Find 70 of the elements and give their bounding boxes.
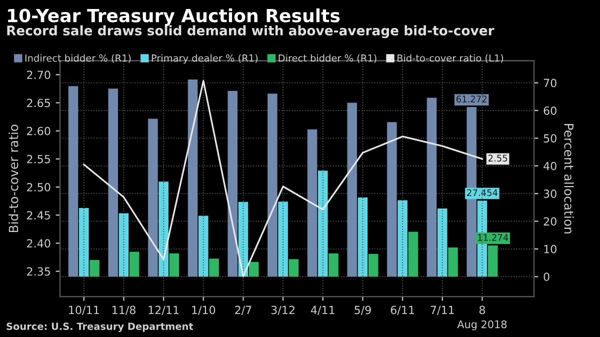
bar [158, 182, 168, 277]
y2-tick-label: 10 [544, 244, 556, 254]
y-tick-label: 2.65 [27, 98, 50, 108]
bar [448, 248, 458, 277]
bar [347, 102, 357, 277]
y2-axis-title: Percent allocation [564, 124, 574, 234]
bar [408, 232, 418, 277]
legend-label: Indirect bidder % (R1) [25, 54, 131, 63]
y-tick-label: 2.35 [27, 267, 50, 276]
x-tick-label: 1/10 [192, 306, 216, 316]
bar [68, 86, 78, 277]
bar [79, 208, 89, 277]
y2-tick-label: 20 [544, 217, 556, 226]
legend-label: Primary dealer % (R1) [152, 54, 258, 64]
source-note: Source: U.S. Treasury Department [6, 322, 194, 332]
legend-label: Direct bidder % (R1) [278, 54, 376, 63]
legend-label: Bid-to-cover ratio (L1) [398, 54, 504, 63]
x-tick-label: 5/9 [354, 306, 371, 316]
y-axis-title: Bid-to-cover ratio [8, 124, 18, 232]
y2-tick-label: 60 [544, 106, 556, 115]
data-label: 2.55 [488, 154, 508, 162]
bar [188, 79, 198, 277]
chart-title: 10-Year Treasury Auction Results [8, 8, 340, 26]
bar [426, 98, 437, 277]
y2-tick-label: 30 [544, 190, 556, 198]
bar [358, 197, 368, 277]
x-tick-label: 8 [479, 306, 485, 314]
x-tick-label: 12/11 [148, 306, 179, 316]
x-tick-label: 4/11 [310, 306, 334, 316]
y-tick-label: 2.45 [27, 211, 50, 220]
bar [288, 259, 299, 277]
bar [278, 202, 288, 277]
data-label: 27.454 [467, 189, 498, 196]
x-tick-label: 3/12 [271, 306, 294, 316]
y2-tick-label: 70 [544, 78, 556, 88]
bar [368, 254, 378, 277]
bar [398, 200, 408, 277]
data-label: 11.274 [478, 234, 508, 241]
x-tick-label: 2/7 [235, 306, 252, 316]
bar [387, 122, 397, 277]
bar [328, 253, 338, 277]
chart-subtitle: Record sale draws solid demand with above-average bid-to-cover [7, 25, 494, 38]
y-tick-label: 2.50 [27, 183, 50, 192]
x-tick-label: 11/8 [112, 306, 136, 316]
x-tick-label: 7/11 [430, 306, 454, 316]
text: Aug 2018 [457, 320, 507, 330]
y-tick-label: 2.70 [27, 70, 50, 80]
bar [118, 213, 129, 277]
bar [228, 90, 238, 277]
bar [318, 170, 328, 277]
bar [307, 129, 318, 277]
bar [129, 252, 140, 277]
y-tick-label: 2.40 [27, 239, 50, 248]
bar [209, 258, 219, 277]
bar [268, 94, 278, 277]
bar [438, 208, 448, 277]
bar [169, 253, 180, 277]
y2-tick-label: 0 [544, 272, 550, 282]
bar [108, 88, 118, 277]
y-tick-label: 2.60 [27, 126, 50, 136]
data-label: 61.272 [456, 96, 486, 102]
x-tick-label: 10/11 [69, 306, 99, 316]
x-tick-label: 6/11 [390, 306, 414, 316]
y2-tick-label: 40 [544, 162, 556, 170]
bar [198, 216, 208, 277]
y2-tick-label: 50 [544, 134, 556, 143]
bar [148, 118, 158, 277]
bar [90, 260, 100, 277]
y-tick-label: 2.55 [27, 154, 50, 164]
bar [248, 262, 259, 277]
